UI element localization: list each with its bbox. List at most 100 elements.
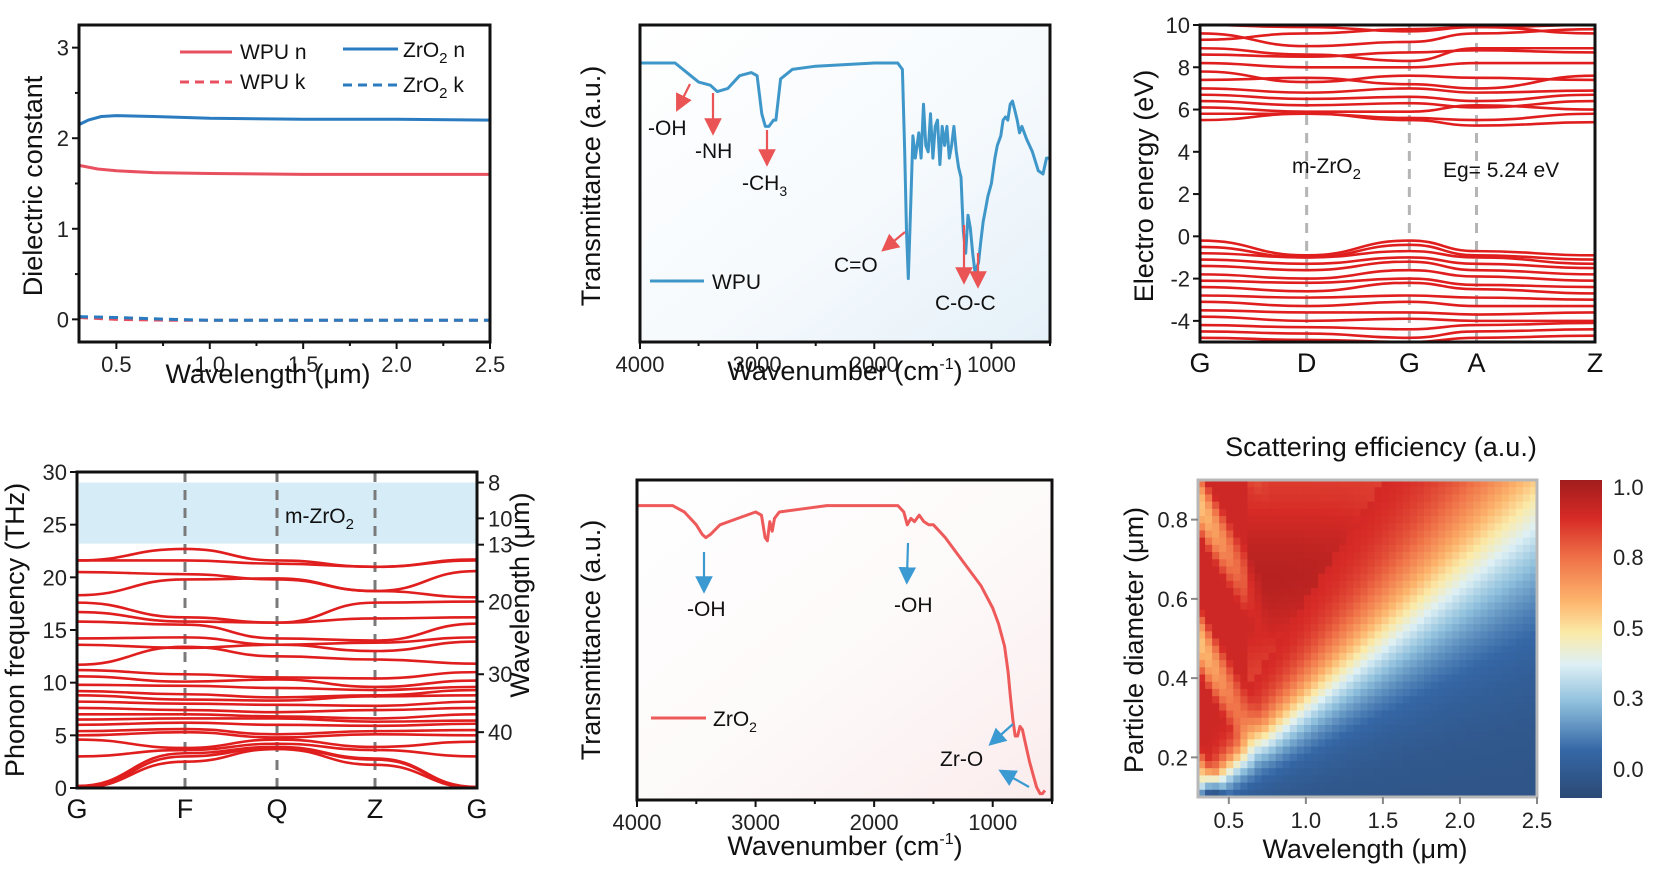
heatmap-cell	[1275, 717, 1284, 726]
heatmap-cell	[1388, 724, 1397, 733]
heatmap-cell	[1494, 696, 1503, 704]
heatmap-cell	[1402, 688, 1411, 697]
heatmap-cell	[1445, 566, 1453, 575]
heatmap-cell	[1515, 768, 1524, 776]
heatmap-cell	[1318, 739, 1326, 748]
heatmap-cell	[1529, 530, 1538, 539]
heatmap-cell	[1395, 638, 1404, 647]
heatmap-cell	[1381, 552, 1390, 560]
heatmap-cell	[1282, 688, 1291, 697]
heatmap-cell	[1508, 753, 1517, 762]
heatmap-cell	[1261, 559, 1270, 568]
heatmap-cell	[1303, 523, 1312, 532]
heatmap-cell	[1529, 595, 1538, 604]
heatmap-cell	[1409, 523, 1418, 532]
heatmap-cell	[1508, 667, 1517, 676]
heatmap-cell	[1261, 480, 1270, 488]
heatmap-cell	[1282, 703, 1291, 712]
heatmap-cell	[1212, 688, 1220, 697]
heatmap-cell	[1254, 681, 1263, 690]
heatmap-cell	[1402, 631, 1411, 640]
heatmap-cell	[1473, 775, 1482, 784]
heatmap-cell	[1395, 674, 1404, 683]
heatmap-cell	[1416, 681, 1425, 690]
heatmap-cell	[1388, 566, 1397, 575]
heatmap-cell	[1487, 768, 1496, 776]
heatmap-cell	[1402, 724, 1411, 733]
heatmap-cell	[1275, 703, 1284, 712]
heatmap-cell	[1247, 559, 1256, 568]
heatmap-cell	[1374, 696, 1383, 704]
y-tick-label: 20	[43, 565, 67, 590]
heatmap-cell	[1219, 631, 1227, 640]
heatmap-cell	[1261, 667, 1270, 676]
heatmap-cell	[1261, 638, 1270, 647]
heatmap-cell	[1289, 739, 1298, 748]
heatmap-cell	[1515, 652, 1524, 661]
heatmap-cell	[1233, 480, 1241, 488]
heatmap-cell	[1416, 537, 1425, 546]
heatmap-cell	[1515, 710, 1524, 719]
heatmap-cell	[1374, 624, 1383, 632]
heatmap-cell	[1424, 667, 1432, 676]
heatmap-cell	[1452, 480, 1460, 488]
heatmap-cell	[1388, 717, 1397, 726]
heatmap-cell	[1247, 480, 1256, 488]
heatmap-cell	[1381, 768, 1390, 776]
heatmap-cell	[1409, 501, 1418, 510]
heatmap-cell	[1268, 760, 1277, 769]
heatmap-cell	[1480, 631, 1489, 640]
heatmap-cell	[1431, 487, 1439, 495]
heatmap-cell	[1332, 616, 1340, 625]
heatmap-cell	[1268, 559, 1277, 568]
y-tick-label: 30	[43, 460, 67, 485]
heatmap-cell	[1473, 667, 1482, 676]
heatmap-cell	[1226, 537, 1234, 546]
heatmap-cell	[1431, 732, 1439, 740]
heatmap-cell	[1212, 652, 1220, 661]
heatmap-cell	[1226, 523, 1234, 532]
annotation-label: -OH	[687, 598, 726, 621]
heatmap-cell	[1501, 573, 1510, 582]
heatmap-cell	[1360, 530, 1369, 539]
heatmap-cell	[1311, 775, 1319, 784]
heatmap-cell	[1416, 631, 1425, 640]
heatmap-cell	[1339, 710, 1347, 719]
heatmap-cell	[1480, 681, 1489, 690]
heatmap-cell	[1339, 624, 1347, 632]
heatmap-cell	[1219, 508, 1227, 517]
heatmap-cell	[1473, 537, 1482, 546]
heatmap-cell	[1339, 667, 1347, 676]
heatmap-cell	[1346, 573, 1354, 582]
heatmap-cell	[1459, 652, 1467, 661]
heatmap-cell	[1346, 530, 1354, 539]
x-tick-label: 1000	[967, 352, 1016, 377]
heatmap-cell	[1487, 746, 1496, 755]
heatmap-cell	[1515, 602, 1524, 611]
heatmap-cell	[1522, 775, 1531, 784]
heatmap-cell	[1452, 602, 1460, 611]
heatmap-cell	[1501, 508, 1510, 517]
heatmap-cell	[1438, 602, 1446, 611]
heatmap-cell	[1381, 537, 1390, 546]
heatmap-cell	[1240, 580, 1249, 589]
heatmap-cell	[1388, 494, 1397, 503]
heatmap-cell	[1508, 768, 1517, 776]
heatmap-cell	[1303, 660, 1312, 668]
heatmap-cell	[1522, 710, 1531, 719]
heatmap-cell	[1275, 746, 1284, 755]
heatmap-cell	[1473, 588, 1482, 596]
heatmap-cell	[1431, 501, 1439, 510]
heatmap-cell	[1452, 494, 1460, 503]
heatmap-cell	[1254, 732, 1263, 740]
heatmap-cell	[1212, 616, 1220, 625]
band-lines	[77, 547, 477, 788]
heatmap-cell	[1325, 508, 1333, 517]
heatmap-cell	[1480, 494, 1489, 503]
heatmap-cell	[1303, 501, 1312, 510]
heatmap-cell	[1346, 609, 1354, 618]
heatmap-cell	[1438, 480, 1446, 488]
heatmap-cell	[1353, 696, 1362, 704]
heatmap-cell	[1445, 530, 1453, 539]
